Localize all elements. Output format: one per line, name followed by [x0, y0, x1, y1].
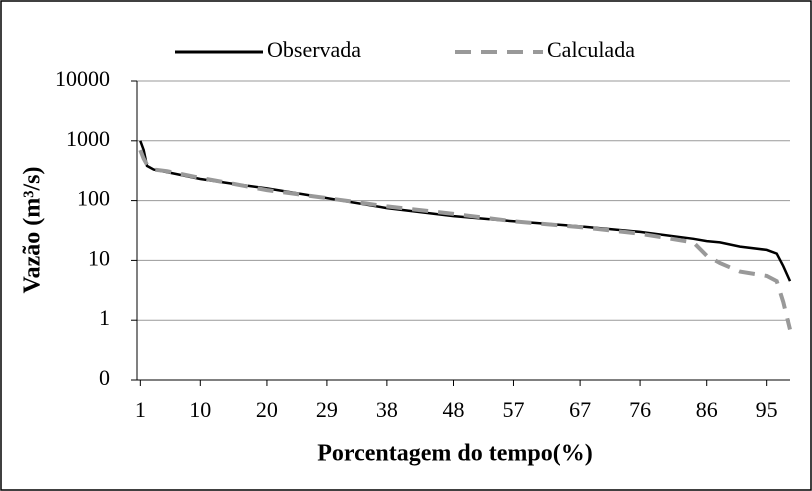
- y-tick-label: 10000: [55, 66, 110, 91]
- x-tick-label: 57: [502, 397, 524, 422]
- y-tick-label: 1: [99, 305, 110, 330]
- x-tick-label: 86: [696, 397, 718, 422]
- y-tick-label: 1000: [66, 126, 110, 151]
- y-tick-label: 10: [88, 245, 110, 270]
- x-tick-label: 95: [756, 397, 778, 422]
- x-tick-label: 10: [189, 397, 211, 422]
- legend-label: Observada: [267, 37, 361, 62]
- series-line: [138, 149, 792, 330]
- x-tick-label: 48: [443, 397, 465, 422]
- x-tick-label: 67: [569, 397, 591, 422]
- y-axis-label: Vazão (m³/s): [20, 167, 46, 294]
- x-tick-label: 20: [256, 397, 278, 422]
- x-tick-label: 38: [376, 397, 398, 422]
- x-tick-label: 1: [135, 397, 146, 422]
- x-axis-label: Porcentagem do tempo(%): [317, 441, 592, 467]
- x-tick-label: 76: [629, 397, 651, 422]
- y-tick-label: 0: [99, 365, 110, 390]
- y-tick-label: 100: [77, 186, 110, 211]
- legend-label: Calculada: [547, 37, 635, 62]
- x-tick-label: 29: [316, 397, 338, 422]
